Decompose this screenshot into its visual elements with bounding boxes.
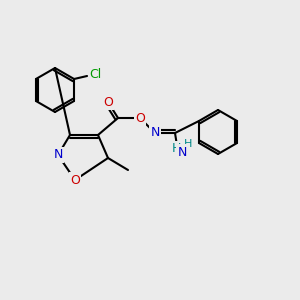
Text: H: H	[171, 142, 181, 155]
Text: N: N	[150, 127, 160, 140]
Text: Cl: Cl	[89, 68, 101, 80]
Text: N: N	[177, 146, 187, 158]
Text: O: O	[103, 95, 113, 109]
Text: H: H	[184, 139, 192, 149]
Text: N: N	[53, 148, 63, 161]
Text: O: O	[135, 112, 145, 124]
Text: O: O	[70, 173, 80, 187]
